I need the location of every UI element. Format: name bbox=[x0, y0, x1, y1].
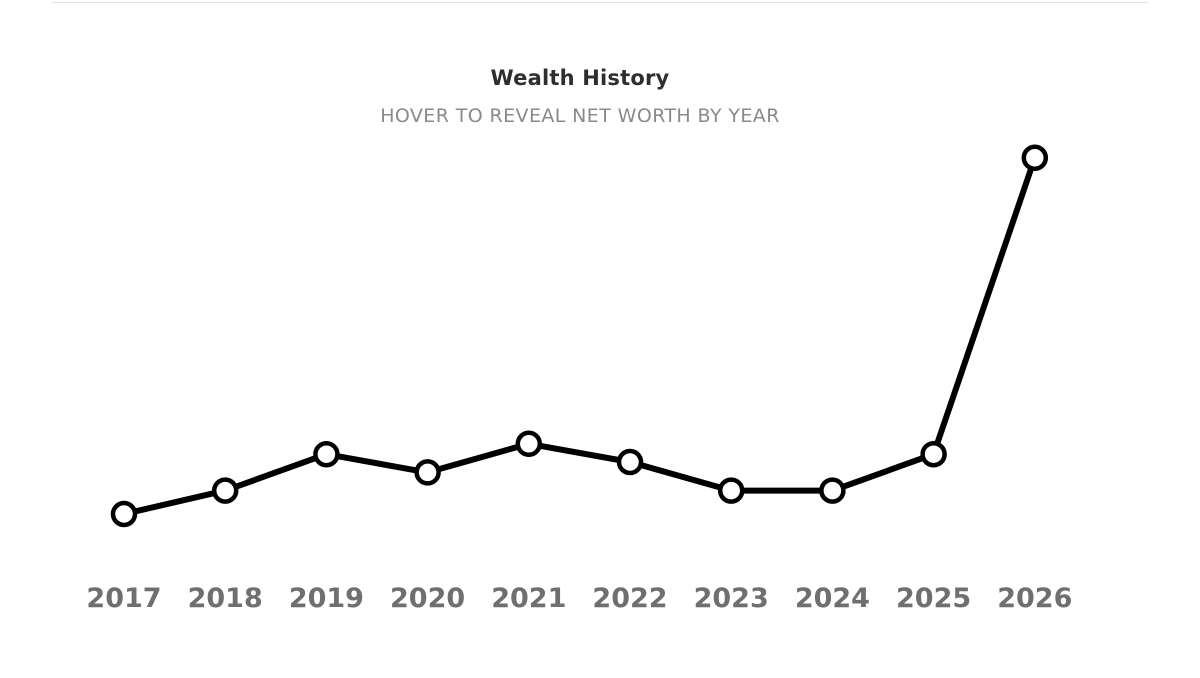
data-point-2023[interactable] bbox=[717, 477, 745, 504]
series-line bbox=[121, 154, 1038, 517]
x-tick-label-2024: 2024 bbox=[795, 583, 870, 614]
x-tick-label-2019: 2019 bbox=[289, 583, 364, 614]
x-tick-label-2026: 2026 bbox=[997, 583, 1072, 614]
chart-subtitle: HOVER TO REVEAL NET WORTH BY YEAR bbox=[380, 105, 780, 127]
x-tick-label-2021: 2021 bbox=[491, 583, 566, 614]
x-tick-label-2020: 2020 bbox=[390, 583, 465, 614]
data-point-2019[interactable] bbox=[313, 440, 340, 468]
x-tick-label-2017: 2017 bbox=[86, 583, 161, 614]
data-point-2022[interactable] bbox=[616, 448, 644, 476]
chart-title: Wealth History bbox=[490, 66, 670, 90]
x-tick-label-2025: 2025 bbox=[896, 583, 971, 614]
x-tick-label-2018: 2018 bbox=[188, 583, 263, 614]
points-layer bbox=[110, 144, 1049, 528]
series-layer bbox=[121, 154, 1038, 517]
data-point-2026[interactable] bbox=[1021, 144, 1049, 172]
data-point-2025[interactable] bbox=[920, 440, 947, 468]
data-point-2021[interactable] bbox=[515, 430, 543, 458]
data-point-2024[interactable] bbox=[819, 477, 846, 504]
data-point-2017[interactable] bbox=[110, 500, 138, 528]
x-tick-label-2023: 2023 bbox=[694, 583, 769, 614]
data-point-2018[interactable] bbox=[211, 477, 239, 504]
data-point-2020[interactable] bbox=[414, 459, 441, 486]
top-divider bbox=[52, 2, 1148, 3]
x-axis-labels: 2017 2018 2019 2020 2021 2022 2023 2024 2025 2026 bbox=[86, 583, 1072, 614]
x-tick-label-2022: 2022 bbox=[592, 583, 667, 614]
